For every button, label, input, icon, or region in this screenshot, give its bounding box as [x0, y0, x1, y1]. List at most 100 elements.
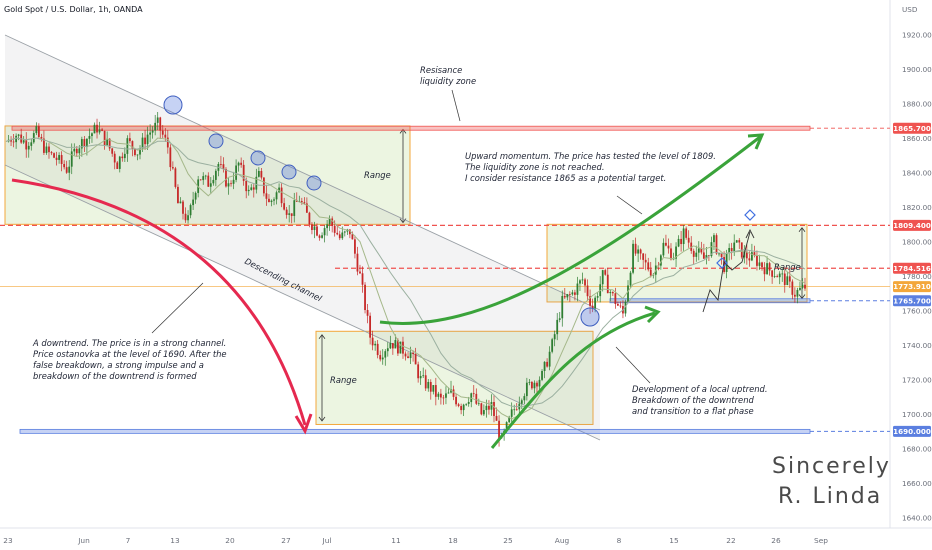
candle-body [45, 146, 48, 153]
candle-body [558, 318, 561, 320]
candle-body [303, 202, 306, 204]
candle-body [647, 262, 650, 270]
candle-body [17, 134, 20, 136]
candle-body [194, 192, 197, 200]
annotation-upward-momentum: Upward momentum. The price has tested th… [465, 151, 716, 183]
candle-body [477, 403, 480, 405]
candle-body [705, 255, 708, 259]
candle-body [460, 406, 463, 411]
downtrend-arrowhead [294, 413, 313, 435]
range-arrowhead-top-1 [318, 334, 326, 339]
annotation-downtrend-line-1: A downtrend. The price is in a strong ch… [32, 338, 226, 348]
candle-body [606, 274, 609, 294]
candle-body [576, 283, 579, 295]
candle-body [720, 253, 723, 257]
candle-body [384, 351, 387, 358]
candle-body [37, 126, 40, 137]
candle-body [695, 252, 698, 257]
candle-body [748, 258, 751, 261]
candle-body [718, 253, 720, 255]
candle-body [113, 153, 116, 163]
candle-body [374, 343, 377, 346]
candle-body [338, 234, 341, 239]
candle-body [139, 148, 141, 155]
uptrend-arrow [490, 311, 656, 449]
candle-body [685, 228, 688, 238]
time-tick-label: 15 [669, 536, 679, 545]
annotation-downtrend-line-2: Price ostanovka at the level of 1690. Af… [33, 349, 227, 359]
candle-body [12, 141, 15, 143]
candle-body [437, 393, 440, 397]
annotation-resistance-line-2: liquidity zone [420, 76, 476, 86]
time-tick-label: 7 [126, 536, 131, 545]
downtrend-pointer [151, 282, 204, 334]
price-tag-label: 1784.516 [893, 264, 931, 273]
candle-body [568, 294, 571, 295]
candle-body [579, 280, 581, 284]
time-tick-label: 13 [170, 536, 180, 545]
channel-fill [5, 35, 600, 440]
candle-body [536, 382, 538, 387]
candle-body [786, 276, 789, 285]
candle-body [204, 175, 207, 177]
range-zone-bottom [315, 330, 594, 425]
candle-body [214, 170, 217, 180]
range-label-top: Range [364, 170, 391, 180]
candle-body [538, 379, 541, 387]
candle-body [381, 357, 384, 360]
time-axis-labels: 23 Jun 7 13 20 27 Jul 11 18 25 Aug 8 15 22 26 Sep [3, 536, 828, 545]
candle-body [791, 281, 794, 295]
candle-body [53, 153, 55, 158]
range-label-right: Range [774, 262, 801, 272]
candle-body [515, 409, 518, 411]
candle-body [10, 139, 12, 142]
candle-body [495, 415, 498, 421]
candle-body [419, 376, 422, 379]
price-tick-label: 1800.000 [902, 238, 932, 247]
price-tag-label: 1865.700 [893, 124, 931, 133]
candle-body [166, 137, 169, 148]
signature-line-2: R. Linda [778, 484, 882, 509]
candle-body [182, 201, 184, 214]
candle-body [93, 124, 96, 134]
candle-body [566, 294, 569, 298]
candle-body [123, 153, 126, 159]
candle-body [348, 229, 351, 235]
candle-body [546, 361, 548, 367]
price-tag-3 [893, 281, 931, 293]
candle-body [235, 165, 237, 180]
candle-body [70, 151, 73, 167]
resistance-pointer [451, 89, 461, 122]
touch-circle-2 [250, 150, 266, 166]
candle-body [311, 224, 313, 231]
candle-body [611, 292, 614, 294]
candle-body [402, 341, 404, 354]
candle-body [665, 242, 667, 246]
candle-body [386, 348, 389, 352]
candle-body [525, 382, 528, 397]
candle-body [268, 198, 270, 203]
price-tag-0 [893, 122, 931, 134]
candle-body [591, 305, 594, 309]
candle-body [91, 133, 93, 137]
candle-body [225, 168, 227, 187]
candle-body [328, 218, 331, 225]
candle-body [404, 353, 407, 357]
candle-body [73, 148, 76, 152]
candle-body [391, 343, 394, 349]
price-tag-1 [893, 219, 931, 231]
candle-body [156, 117, 159, 123]
candle-body [171, 167, 174, 169]
candle-body [662, 242, 665, 256]
candle-body [475, 393, 478, 404]
price-tick-label: 1780.000 [902, 272, 932, 281]
candle-body [482, 410, 485, 415]
candle-body [470, 393, 473, 403]
range-arrowhead-bottom-1 [318, 416, 326, 422]
candle-body [472, 393, 475, 395]
candle-body [255, 176, 258, 190]
uptrend-arrowhead [644, 305, 661, 324]
candle-body [715, 235, 718, 254]
candle-body [751, 252, 753, 261]
